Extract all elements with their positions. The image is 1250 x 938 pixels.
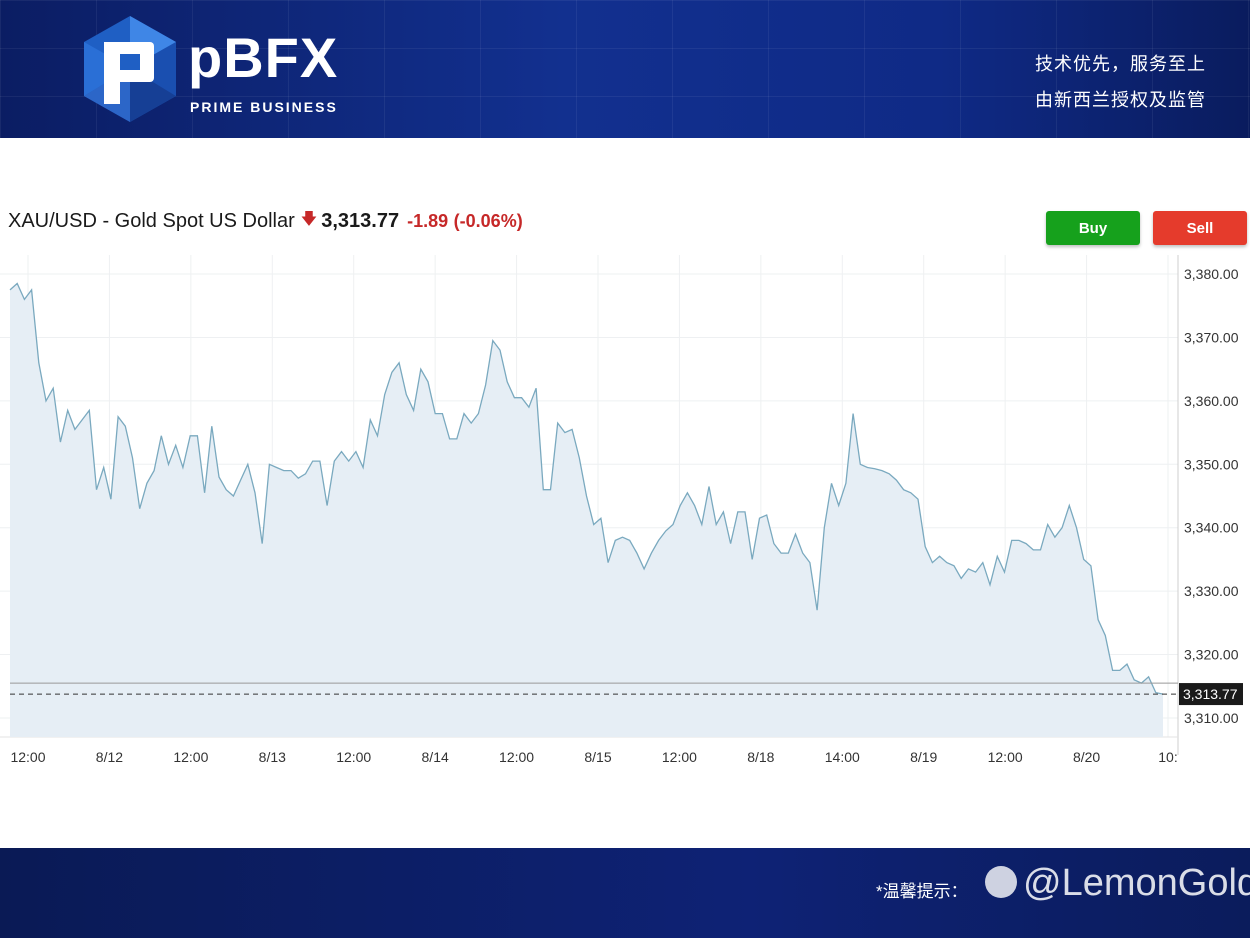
last-price-tag [1179, 683, 1243, 706]
slogan-line-1: 技术优先，服务至上 [1035, 54, 1206, 74]
x-tick-label: 12:00 [10, 749, 45, 765]
x-tick-label: 8/13 [259, 749, 286, 765]
x-tick-label: 12:00 [499, 749, 534, 765]
x-tick-label: 8/18 [747, 749, 774, 765]
x-tick-label: 10: [1158, 749, 1177, 765]
logo-wordmark: pBFX [188, 26, 339, 89]
price-chart[interactable]: 3,380.00 3,370.00 3,360.00 3,350.00 3,340.00… [0, 255, 1250, 775]
price-line [9, 282, 1164, 695]
price-change: -1.89 [407, 211, 449, 231]
y-tick-label: 3,320.00 [1184, 647, 1239, 663]
y-tick-label: 3,310.00 [1184, 710, 1239, 726]
y-tick-label: 3,330.00 [1184, 583, 1239, 599]
y-tick-label: 3,360.00 [1184, 393, 1239, 409]
price-down-arrow-icon: 🡇 [300, 211, 318, 228]
x-tick-label: 12:00 [988, 749, 1023, 765]
facebook-icon [985, 865, 1017, 898]
slogan-line-2: 由新西兰授权及监管 [1035, 90, 1206, 110]
price-change-percent: (-0.06%) [453, 211, 523, 231]
x-tick-label: 8/15 [584, 749, 611, 765]
sell-button[interactable]: Sell [1153, 211, 1247, 245]
y-axis: 3,380.00 3,370.00 3,360.00 3,350.00 3,340.00… [1177, 255, 1239, 755]
banner-pattern [0, 0, 1250, 138]
y-tick-label: 3,340.00 [1184, 520, 1239, 536]
x-tick-label: 8/12 [96, 749, 123, 765]
x-axis: 12:00 8/12 12:00 8/13 12:00 8/14 12:00 8/15 12:0… [0, 736, 1178, 765]
watermark: @LemonGold [985, 862, 1250, 905]
y-tick-label: 3,380.00 [1184, 266, 1239, 282]
quote-header: XAU/USD - Gold Spot US Dollar 🡇 3,313.77 -1… [8, 208, 523, 235]
x-tick-label: 8/20 [1073, 749, 1100, 765]
x-tick-label: 14:00 [825, 749, 860, 765]
last-price: 3,313.77 [321, 210, 400, 232]
x-tick-label: 8/14 [422, 749, 449, 765]
top-banner: pBFX PRIME BUSINESS 技术优先，服务至上 由新西兰授权及监管 [0, 0, 1250, 138]
watermark-text: @LemonGold [1023, 862, 1250, 904]
pbfx-logo-icon [84, 16, 176, 122]
buy-button[interactable]: Buy [1046, 211, 1140, 245]
risk-notice: *温馨提示： [876, 882, 968, 901]
x-tick-label: 12:00 [336, 749, 371, 765]
price-area [10, 283, 1163, 737]
logo-subtitle: PRIME BUSINESS [190, 99, 338, 115]
symbol-title: XAU/USD - Gold Spot US Dollar [8, 210, 295, 232]
x-tick-label: 12:00 [662, 749, 697, 765]
bottom-banner [0, 848, 1250, 938]
y-tick-label: 3,350.00 [1184, 456, 1239, 472]
x-tick-label: 12:00 [173, 749, 208, 765]
last-price-tag-label: 3,313.77 [1183, 686, 1238, 702]
x-tick-label: 8/19 [910, 749, 937, 765]
y-tick-label: 3,370.00 [1184, 329, 1239, 345]
